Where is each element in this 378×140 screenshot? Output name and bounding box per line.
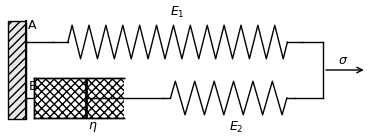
Text: B: B [28, 80, 37, 93]
Text: A: A [28, 19, 37, 32]
Text: $\sigma$: $\sigma$ [338, 54, 349, 67]
Bar [34, 78, 124, 118]
Text: $\eta$: $\eta$ [88, 120, 98, 134]
Text: $E_2$: $E_2$ [229, 120, 243, 135]
Text: $E_1$: $E_1$ [170, 5, 185, 20]
Bar [8, 21, 26, 119]
